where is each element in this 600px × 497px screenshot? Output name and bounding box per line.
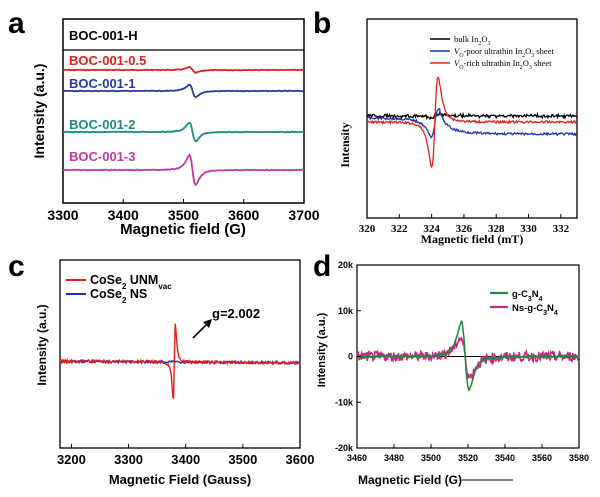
panel-a-label: a <box>8 7 25 40</box>
panel-a-series-line <box>62 83 305 99</box>
panel-b-xtick-label: 326 <box>456 223 473 235</box>
panel-c-xtick-label: 3600 <box>286 452 315 467</box>
panel-b-legend-entry: VO-poor ultrathin In2O3 sheet <box>454 46 554 59</box>
panel-b-legend-entry: bulk In2O3 <box>454 34 490 47</box>
panel-a-series-line <box>62 121 305 143</box>
panel-c: c 3200 3300 3400 3500 3600 CoSe2 UNMvacCoSe2… <box>8 250 314 487</box>
panel-c-curves <box>59 323 301 400</box>
panel-a-xtick-label: 3700 <box>288 207 319 223</box>
panel-d-curves <box>356 320 580 392</box>
panel-c-ylabel: Intensity (a.u.) <box>35 304 49 385</box>
panel-c-xtick-label: 3500 <box>228 452 257 467</box>
panel-d-series-line <box>356 336 580 380</box>
panel-d-xtick-label: 3560 <box>532 453 552 463</box>
panel-a-xtick-label: 3300 <box>47 207 78 223</box>
annotation-arrow-head <box>203 319 212 328</box>
panel-d-ytick-label: 10k <box>338 306 354 316</box>
panel-c-frame <box>59 259 301 449</box>
panel-a-xtick-label: 3500 <box>168 207 199 223</box>
panel-b-series-line <box>366 75 578 169</box>
panel-b-xtick-label: 322 <box>391 223 408 235</box>
panel-b-legend-entry: VO-rich ultrathin In2O3 sheet <box>454 58 552 71</box>
panel-a-ylabel: Intensity (a.u.) <box>31 64 47 159</box>
panel-d-ylabel: Intensity (a.u.) <box>316 312 328 387</box>
panel-d-ytick-label: 0 <box>348 352 353 362</box>
panel-a-frame <box>62 18 305 204</box>
panel-a-xtick-label: 3400 <box>108 207 139 223</box>
panel-a-curves <box>62 66 305 187</box>
panel-a-xtick-label: 3600 <box>228 207 259 223</box>
panel-a-series-line <box>62 153 305 187</box>
panel-a-series-label: BOC-001-0.5 <box>69 53 146 68</box>
panel-d-series-line <box>356 320 580 392</box>
panel-b-xtick-label: 324 <box>423 223 440 235</box>
panel-a-series-label: BOC-001-2 <box>69 117 135 132</box>
panel-c-legend-entry: CoSe2 NS <box>90 287 147 305</box>
panel-a-series-label: BOC-001-H <box>69 28 138 43</box>
panel-c-xtick-label: 3300 <box>114 452 143 467</box>
panel-a-series-line <box>63 66 305 74</box>
panel-b-series-line <box>366 107 578 139</box>
panel-c-xtick-label: 3200 <box>57 452 86 467</box>
panel-d: d 3460 3480 3500 3520 3540 3560 3580 -20k -10k 0 1… <box>313 250 589 487</box>
panel-a-series-label: BOC-001-1 <box>69 76 135 91</box>
panel-b-xtick-label: 330 <box>520 223 537 235</box>
panel-c-label: c <box>8 250 25 283</box>
panel-d-ytick-label: -10k <box>335 397 354 407</box>
panel-d-xtick-label: 3520 <box>458 453 478 463</box>
panel-d-label: d <box>313 250 331 283</box>
panel-a-xlabel: Magnetic field (G) <box>120 221 246 238</box>
panel-d-xtick-label: 3580 <box>569 453 589 463</box>
panel-b-xtick-label: 328 <box>488 223 505 235</box>
panel-c-legend-entry: CoSe2 UNMvac <box>90 273 172 291</box>
panel-d-xtick-label: 3480 <box>384 453 404 463</box>
panel-b-xtick-label: 320 <box>359 223 376 235</box>
panel-b-xtick-label: 332 <box>553 223 570 235</box>
panel-c-annotation: g=2.002 <box>192 306 260 339</box>
panel-b-series-line <box>366 111 578 121</box>
panel-d-ytick-label: 20k <box>338 260 354 270</box>
panel-a: a BOC-001-H BOC-001-0.5 BOC-001-1 BOC-001-2… <box>8 7 320 238</box>
panel-d-xtick-label: 3500 <box>421 453 441 463</box>
panel-c-xlabel: Magnetic Field (Gauss) <box>109 472 251 487</box>
panel-b-ylabel: Intensity <box>338 122 352 167</box>
panel-c-annotation-text: g=2.002 <box>212 306 260 321</box>
panel-d-xlabel: Magnetic Field (G) <box>358 473 462 487</box>
panel-c-xtick-label: 3400 <box>171 452 200 467</box>
panel-d-legend-entry: Ns-g-C3N4 <box>512 303 558 317</box>
panel-b: b 320 322 324 326 328 330 332 bulk In2O3VO-poo… <box>313 7 578 246</box>
panel-b-frame <box>366 18 578 219</box>
panel-b-label: b <box>313 7 331 40</box>
panel-d-legend-entry: g-C3N4 <box>512 289 543 303</box>
panel-b-curves <box>366 75 578 169</box>
panel-c-series-line <box>59 323 301 400</box>
panel-a-series-label: BOC-001-3 <box>69 149 135 164</box>
panel-d-ytick-label: -20k <box>335 443 354 453</box>
panel-d-xtick-label: 3460 <box>347 453 367 463</box>
panel-d-xtick-label: 3540 <box>495 453 515 463</box>
panel-b-xlabel: Magnetic field (mT) <box>421 232 524 246</box>
